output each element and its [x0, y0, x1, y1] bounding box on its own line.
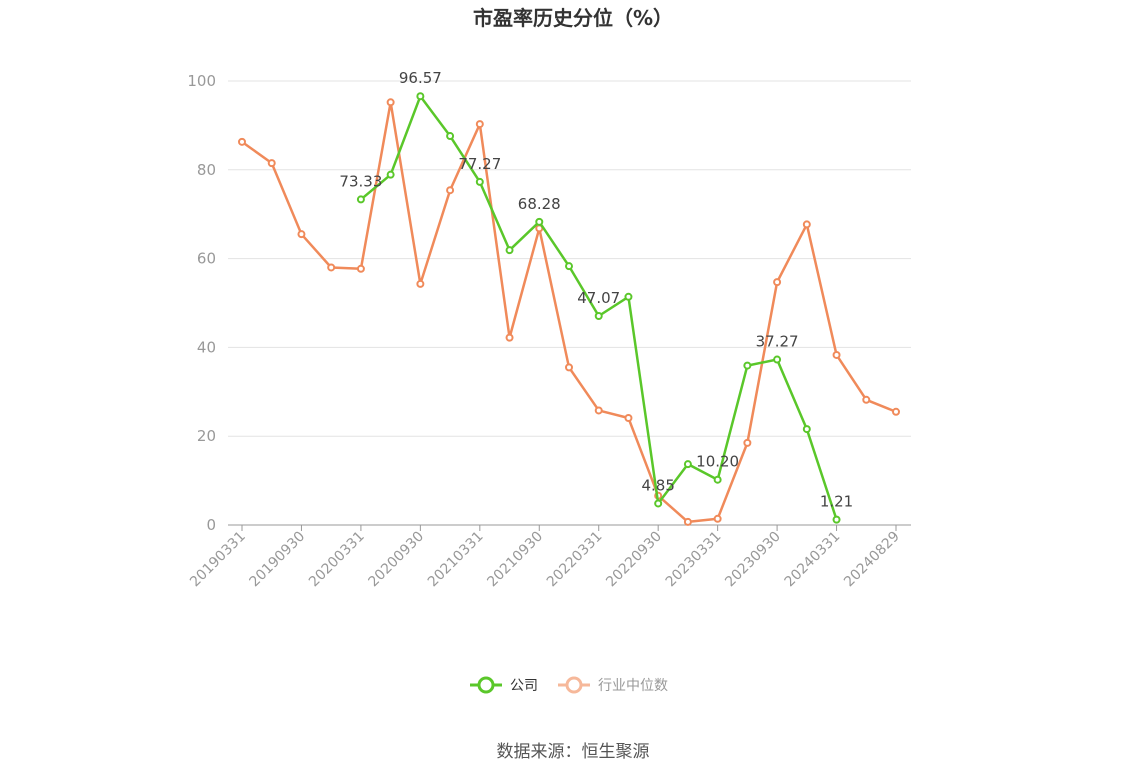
data-point-industry[interactable]	[505, 333, 514, 342]
data-labels: 73.33 96.57 77.27 68.28 47.07 4.85 10.20 37.27 1…	[339, 69, 853, 510]
data-label: 77.27	[458, 155, 501, 173]
series-line-company	[360, 94, 838, 521]
data-label: 73.33	[339, 172, 382, 190]
data-point-industry[interactable]	[713, 514, 722, 523]
x-tick-label: 20200331	[306, 529, 368, 591]
legend-item-company[interactable]: 公司	[470, 676, 538, 694]
data-point-industry[interactable]	[624, 413, 633, 422]
data-point-industry[interactable]	[386, 98, 395, 107]
data-point-industry[interactable]	[565, 363, 573, 372]
legend-marker-industry	[565, 676, 583, 694]
series-line-industry	[241, 101, 897, 524]
data-point-company[interactable]	[713, 475, 722, 484]
data-point-company[interactable]	[773, 355, 782, 364]
y-tick-label: 80	[197, 161, 216, 179]
data-point-company[interactable]	[416, 92, 425, 101]
data-label: 4.85	[641, 476, 674, 494]
x-tick-label: 20220331	[544, 529, 606, 591]
data-point-industry[interactable]	[446, 186, 455, 195]
data-point-industry[interactable]	[238, 137, 246, 146]
legend-label-industry: 行业中位数	[598, 678, 668, 694]
x-tick-label: 20230331	[663, 529, 725, 591]
data-point-company[interactable]	[386, 170, 395, 179]
data-point-company[interactable]	[832, 515, 841, 524]
x-tick-label: 20220930	[603, 529, 665, 591]
data-point-company[interactable]	[565, 262, 573, 271]
y-axis-ticks: 0 20 40 60 80 100	[187, 72, 216, 534]
x-tick-label: 20240331	[782, 529, 844, 591]
data-point-industry[interactable]	[683, 517, 692, 526]
data-label: 96.57	[399, 69, 442, 87]
legend-marker-company	[477, 676, 495, 694]
data-point-company[interactable]	[535, 217, 544, 226]
data-label: 68.28	[518, 195, 561, 213]
data-point-company[interactable]	[475, 177, 484, 186]
data-point-industry[interactable]	[802, 220, 811, 229]
data-label: 47.07	[577, 289, 620, 307]
data-point-company[interactable]	[743, 361, 752, 370]
y-tick-label: 100	[187, 72, 216, 90]
data-point-industry[interactable]	[356, 264, 365, 273]
legend-item-industry[interactable]: 行业中位数	[558, 676, 668, 694]
data-point-industry[interactable]	[743, 438, 752, 447]
data-point-industry[interactable]	[892, 407, 900, 416]
data-label: 37.27	[756, 333, 799, 351]
x-tick-label: 20190930	[247, 529, 309, 591]
x-tick-label: 20240829	[841, 529, 903, 591]
data-point-industry[interactable]	[862, 395, 871, 404]
legend-label-company: 公司	[510, 678, 538, 694]
grid-lines	[228, 80, 911, 526]
data-source: 数据来源：恒生聚源	[497, 742, 650, 762]
y-tick-label: 20	[197, 427, 216, 445]
x-tick-label: 20210930	[484, 529, 546, 591]
data-point-industry[interactable]	[832, 350, 841, 359]
data-point-company[interactable]	[446, 132, 455, 141]
data-point-company[interactable]	[654, 499, 663, 508]
x-tick-label: 20200930	[365, 529, 427, 591]
data-point-company[interactable]	[505, 246, 514, 255]
data-point-company[interactable]	[802, 425, 811, 434]
data-point-industry[interactable]	[267, 159, 276, 168]
data-point-industry[interactable]	[475, 120, 484, 129]
data-point-industry[interactable]	[416, 279, 425, 288]
x-tick-label: 20190331	[187, 529, 249, 591]
data-point-company[interactable]	[683, 460, 692, 469]
x-tick-label: 20230930	[722, 529, 784, 591]
y-tick-label: 60	[197, 250, 216, 268]
y-tick-label: 0	[206, 516, 216, 534]
chart-title: 市盈率历史分位（%）	[473, 6, 673, 30]
x-axis: 2019033120190930202003312020093020210331…	[187, 525, 903, 590]
data-point-company[interactable]	[356, 195, 365, 204]
data-point-industry[interactable]	[297, 230, 306, 239]
data-point-company[interactable]	[594, 312, 603, 321]
data-point-company[interactable]	[624, 292, 633, 301]
x-tick-label: 20210331	[425, 529, 487, 591]
series-layer	[238, 92, 900, 526]
data-label: 10.20	[696, 453, 739, 471]
data-label: 1.21	[820, 493, 853, 511]
data-point-industry[interactable]	[327, 263, 336, 272]
data-point-industry[interactable]	[773, 278, 782, 287]
data-point-industry[interactable]	[594, 406, 603, 415]
legend: 公司 行业中位数	[470, 676, 668, 694]
y-tick-label: 40	[197, 338, 216, 356]
